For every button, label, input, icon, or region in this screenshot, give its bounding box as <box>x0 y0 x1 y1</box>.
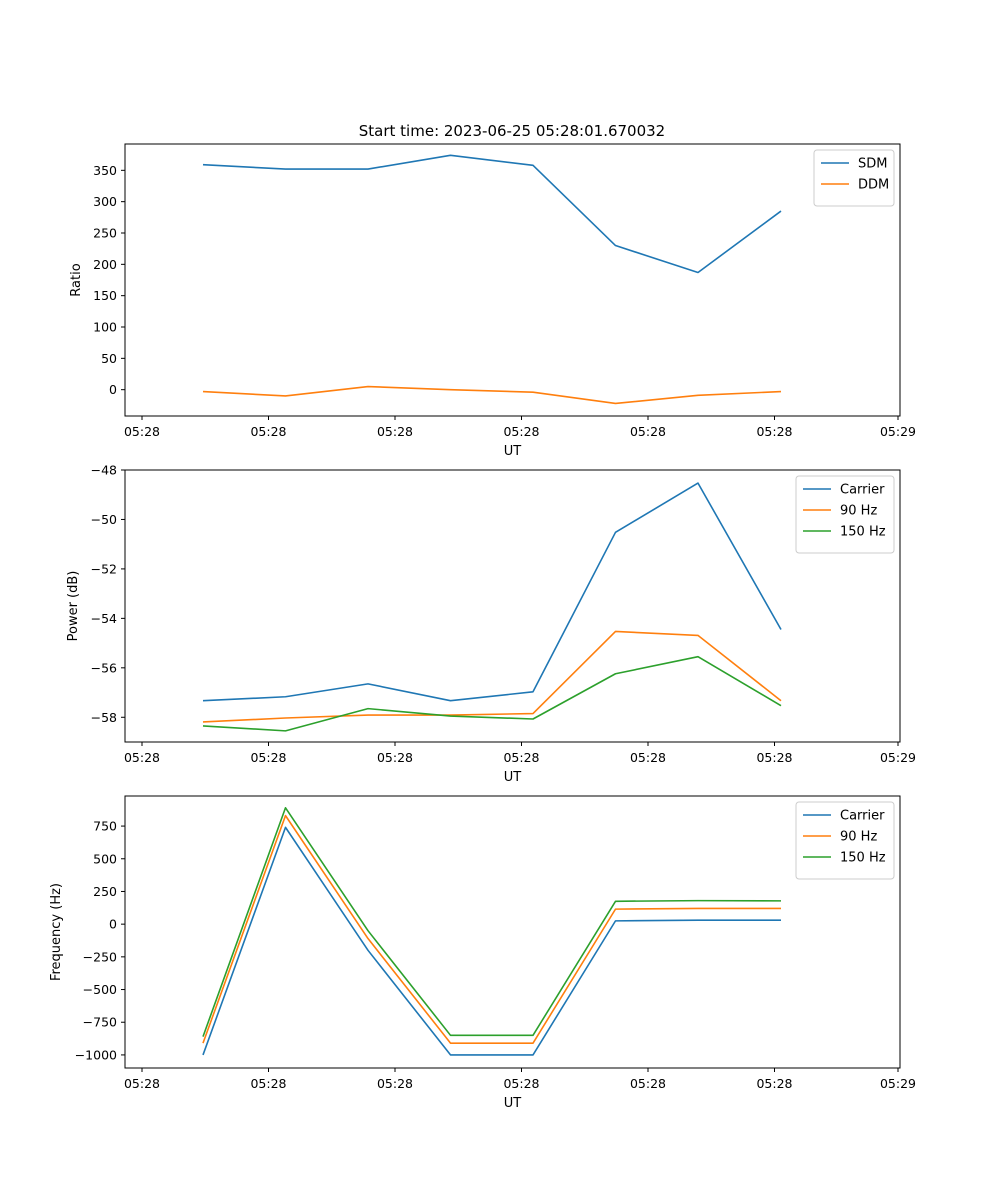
x-tick-label: 05:28 <box>377 750 413 765</box>
y-tick-label: 250 <box>93 225 117 240</box>
y-tick-label: 150 <box>93 288 117 303</box>
y-tick-label: −58 <box>91 710 117 725</box>
legend-box <box>795 801 895 880</box>
x-tick-label: 05:28 <box>630 750 666 765</box>
y-tick-label: −750 <box>83 1015 117 1030</box>
x-tick-label: 05:29 <box>880 750 916 765</box>
legend-label: Carrier <box>840 483 885 498</box>
legend-label: SDM <box>858 157 887 172</box>
y-tick-label: −500 <box>83 982 117 997</box>
series-line-sdm <box>202 154 782 274</box>
x-tick-label: 05:29 <box>880 424 916 439</box>
y-tick-label: −1000 <box>75 1047 117 1062</box>
x-tick-label: 05:28 <box>250 424 286 439</box>
x-tick-label: 05:28 <box>124 1076 160 1091</box>
series-line-90-hz <box>202 814 781 1044</box>
y-tick-label: −52 <box>91 561 117 576</box>
axes-frame <box>124 469 901 743</box>
legend-box <box>795 475 895 554</box>
y-tick-label: 350 <box>93 163 117 178</box>
x-tick-label: 05:28 <box>124 424 160 439</box>
legend-label: Carrier <box>840 809 885 824</box>
x-tick-label: 05:28 <box>503 424 539 439</box>
chart-panel-2: −58 −56 −54 −52 −50 −48 05:28 05:28 05:28 05:28 05… <box>66 463 916 786</box>
y-tick-label: 300 <box>93 194 117 209</box>
y-axis-label: Ratio <box>69 263 84 296</box>
legend-label: 90 Hz <box>840 504 877 519</box>
x-axis-label: UT <box>504 770 522 785</box>
y-tick-label: 750 <box>93 819 117 834</box>
plots-group: 0 50 100 150 200 250 300 350 05:28 05:28 05:28 05:2… <box>49 143 916 1111</box>
x-tick-label: 05:29 <box>880 1076 916 1091</box>
series-line-90-hz <box>202 630 782 723</box>
legend-box <box>813 149 895 207</box>
legend-label: 150 Hz <box>840 525 886 540</box>
y-tick-label: 500 <box>93 851 117 866</box>
axes-frame <box>124 795 901 1069</box>
y-tick-label: −56 <box>91 660 117 675</box>
legend-label: DDM <box>858 178 889 193</box>
series-line-ddm <box>202 385 782 405</box>
x-tick-label: 05:28 <box>630 424 666 439</box>
legend-label: 90 Hz <box>840 830 877 845</box>
y-tick-label: 0 <box>109 382 117 397</box>
y-tick-label: 250 <box>93 884 117 899</box>
chart-panel-3: −1000 −750 −500 −250 0 250 500 750 05:28 05:28 05:… <box>49 795 916 1111</box>
y-tick-label: −250 <box>83 949 117 964</box>
x-axis-label: UT <box>504 444 522 459</box>
x-tick-label: 05:28 <box>756 424 792 439</box>
x-tick-label: 05:28 <box>250 750 286 765</box>
x-tick-label: 05:28 <box>124 750 160 765</box>
y-tick-label: 0 <box>109 917 117 932</box>
legend-label: 150 Hz <box>840 851 886 866</box>
series-line-carrier <box>202 826 781 1056</box>
x-tick-label: 05:28 <box>630 1076 666 1091</box>
x-tick-label: 05:28 <box>503 1076 539 1091</box>
y-tick-label: 200 <box>93 257 117 272</box>
axes-frame <box>124 143 901 417</box>
x-tick-label: 05:28 <box>756 750 792 765</box>
y-tick-label: 50 <box>101 351 117 366</box>
x-tick-label: 05:28 <box>756 1076 792 1091</box>
x-tick-label: 05:28 <box>250 1076 286 1091</box>
y-axis-label: Power (dB) <box>66 571 81 642</box>
x-tick-label: 05:28 <box>503 750 539 765</box>
chart-panel-1: 0 50 100 150 200 250 300 350 05:28 05:28 05:28 05:2… <box>69 143 916 459</box>
x-tick-label: 05:28 <box>377 1076 413 1091</box>
figure-title: Start time: 2023-06-25 05:28:01.670032 <box>359 122 665 140</box>
y-tick-label: −54 <box>91 611 117 626</box>
x-axis-label: UT <box>504 1096 522 1111</box>
x-tick-label: 05:28 <box>377 424 413 439</box>
y-tick-label: −48 <box>91 463 117 478</box>
y-axis-label: Frequency (Hz) <box>49 883 64 981</box>
y-tick-label: 100 <box>93 320 117 335</box>
series-line-carrier <box>202 482 782 702</box>
series-line-150-hz <box>202 655 782 732</box>
series-line-150-hz <box>202 806 782 1037</box>
y-tick-label: −50 <box>91 512 117 527</box>
